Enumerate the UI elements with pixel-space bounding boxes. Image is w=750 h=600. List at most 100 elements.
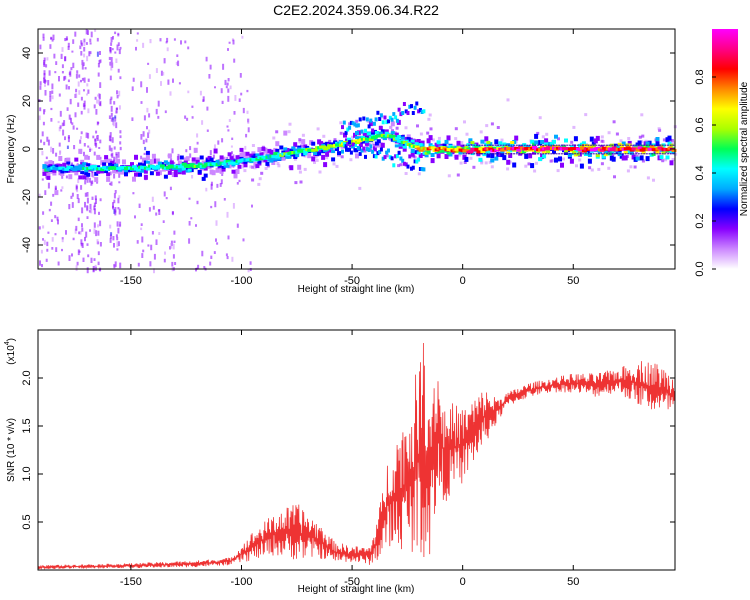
- heatmap-cell: [143, 169, 148, 174]
- heatmap-cell: [420, 167, 424, 172]
- heatmap-cell: [97, 261, 100, 266]
- heatmap-cell: [629, 153, 632, 155]
- heatmap-cell: [600, 139, 604, 143]
- heatmap-cell: [74, 157, 79, 162]
- heatmap-cell: [464, 149, 470, 153]
- heatmap-cell: [584, 113, 588, 117]
- heatmap-cell: [619, 139, 623, 143]
- heatmap-cell: [39, 107, 42, 112]
- heatmap-cell: [219, 155, 224, 160]
- heatmap-cell: [390, 117, 394, 122]
- heatmap-cell: [163, 58, 166, 64]
- heatmap-y-tick-label: -40: [21, 237, 33, 253]
- heatmap-cell: [64, 75, 67, 80]
- heatmap-cell: [217, 140, 220, 145]
- heatmap-cell: [169, 186, 172, 191]
- heatmap-cell: [52, 34, 55, 41]
- heatmap-cell: [164, 251, 166, 255]
- heatmap-cell: [410, 149, 415, 153]
- heatmap-cell: [643, 153, 646, 155]
- heatmap-cell: [138, 172, 142, 177]
- heatmap-cell: [177, 153, 180, 160]
- heatmap-cell: [61, 248, 63, 252]
- heatmap-cell: [114, 207, 117, 213]
- heatmap-cell: [257, 160, 262, 164]
- heatmap-cell: [591, 141, 596, 147]
- heatmap-cell: [664, 153, 667, 155]
- heatmap-cell: [76, 261, 79, 266]
- heatmap-cell: [173, 240, 176, 243]
- heatmap-cell: [140, 81, 143, 88]
- heatmap-cell: [271, 155, 277, 159]
- heatmap-cell: [579, 146, 585, 150]
- heatmap-cell: [614, 144, 616, 146]
- heatmap-cell: [648, 153, 651, 155]
- heatmap-cell: [437, 136, 441, 140]
- heatmap-cell: [155, 158, 160, 164]
- heatmap-cell: [483, 144, 486, 146]
- heatmap-cell: [392, 112, 396, 117]
- heatmap-cell: [78, 90, 81, 95]
- heatmap-cell: [231, 151, 233, 154]
- heatmap-cell: [47, 182, 50, 189]
- heatmap-cell: [635, 154, 639, 158]
- heatmap-cell: [374, 117, 378, 122]
- heatmap-cell: [220, 88, 223, 94]
- heatmap-cell: [349, 120, 353, 125]
- heatmap-cell: [552, 148, 556, 154]
- heatmap-cell: [635, 144, 638, 146]
- heatmap-cell: [480, 150, 486, 153]
- heatmap-cell: [97, 63, 100, 68]
- heatmap-cell: [273, 157, 278, 161]
- heatmap-cell: [227, 235, 230, 240]
- heatmap-cell: [402, 161, 406, 166]
- heatmap-cell: [293, 148, 298, 152]
- heatmap-cell: [221, 138, 224, 143]
- heatmap-cell: [339, 131, 343, 135]
- heatmap-cell: [395, 126, 399, 130]
- heatmap-cell: [534, 153, 537, 155]
- heatmap-cell: [60, 171, 65, 176]
- heatmap-cell: [541, 135, 545, 139]
- heatmap-cell: [624, 153, 627, 155]
- heatmap-cell: [190, 217, 193, 220]
- heatmap-cell: [122, 159, 126, 165]
- heatmap-cell: [56, 216, 59, 221]
- heatmap-cell: [494, 156, 499, 161]
- heatmap-cell: [646, 176, 650, 180]
- heatmap-cell: [629, 165, 633, 169]
- heatmap-cell: [110, 147, 113, 152]
- heatmap-cell: [114, 210, 117, 216]
- heatmap-cell: [226, 256, 229, 260]
- heatmap-cell: [115, 122, 118, 129]
- heatmap-cell: [301, 139, 306, 145]
- heatmap-cell: [556, 169, 560, 173]
- heatmap-cell: [240, 92, 243, 96]
- heatmap-cell: [173, 172, 178, 178]
- heatmap-cell: [587, 153, 592, 157]
- heatmap-cell: [116, 221, 119, 227]
- heatmap-cell: [118, 181, 121, 184]
- heatmap-cell: [228, 119, 231, 122]
- heatmap-y-axis-label: Frequency (Hz): [6, 115, 17, 184]
- heatmap-cell: [606, 144, 608, 146]
- heatmap-cell: [74, 165, 80, 169]
- heatmap-cell: [164, 110, 167, 114]
- heatmap-cell: [289, 148, 294, 153]
- heatmap-cell: [185, 156, 190, 162]
- heatmap-cell: [619, 153, 622, 155]
- colorbar-label: Normalized spectral amplitude: [739, 81, 750, 216]
- heatmap-cell: [110, 57, 113, 63]
- heatmap-cell: [227, 78, 230, 82]
- heatmap-cell: [402, 146, 407, 152]
- heatmap-cell: [486, 150, 491, 155]
- heatmap-cell: [615, 132, 619, 136]
- heatmap-cell: [664, 144, 667, 146]
- heatmap-cell: [136, 240, 139, 244]
- heatmap-cell: [406, 111, 410, 115]
- heatmap-cell: [401, 111, 405, 115]
- heatmap-cell: [115, 107, 118, 114]
- heatmap-cell: [83, 77, 86, 83]
- heatmap-cell: [68, 174, 73, 180]
